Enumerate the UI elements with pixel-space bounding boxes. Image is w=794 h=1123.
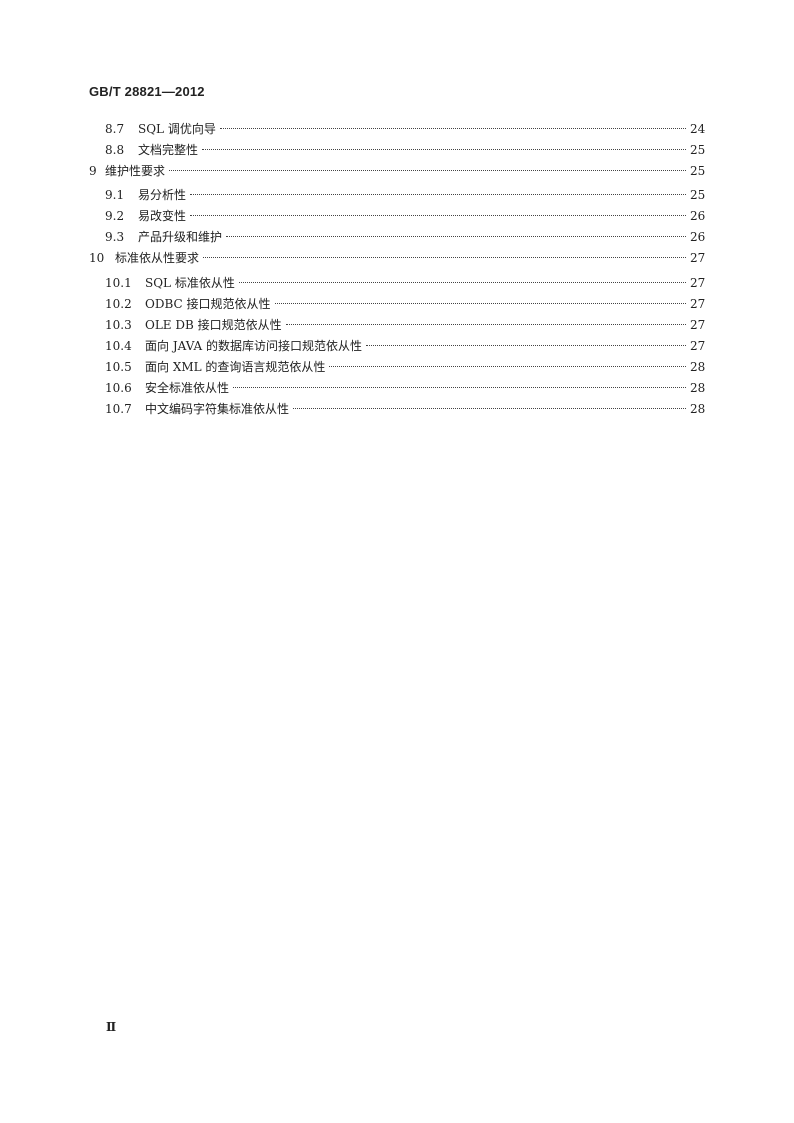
toc-entry-page: 27	[690, 318, 706, 332]
toc-entry-page: 25	[690, 164, 706, 178]
toc-entry[interactable]: 8.7 SQL 调优向导 24	[105, 121, 706, 137]
toc-entry-number: 10	[89, 251, 105, 265]
toc-entry[interactable]: 10.2 ODBC 接口规范依从性 27	[105, 296, 706, 312]
standard-code-header: GB/T 28821—2012	[89, 84, 205, 99]
toc-entry-page: 27	[690, 251, 706, 265]
dot-leader	[190, 215, 686, 216]
toc-entry-number: 10.5	[105, 360, 132, 374]
toc-entry[interactable]: 10.3 OLE DB 接口规范依从性 27	[105, 317, 706, 333]
dot-leader	[203, 257, 686, 258]
toc-entry-title: OLE DB 接口规范依从性	[145, 318, 282, 332]
toc-entry-title: SQL 调优向导	[138, 122, 216, 136]
toc-entry-title: 面向 XML 的查询语言规范依从性	[145, 360, 326, 374]
toc-entry-title: 中文编码字符集标准依从性	[145, 402, 290, 416]
toc-entry[interactable]: 10.5 面向 XML 的查询语言规范依从性 28	[105, 359, 706, 375]
toc-entry[interactable]: 9 维护性要求 25	[89, 163, 706, 179]
dot-leader	[293, 408, 686, 409]
dot-leader	[238, 282, 686, 283]
toc-entry-title: 易分析性	[138, 188, 187, 202]
toc-entry[interactable]: 9.1 易分析性 25	[105, 187, 706, 203]
toc-entry[interactable]: 10.6 安全标准依从性 28	[105, 380, 706, 396]
toc-entry-number: 10.7	[105, 402, 132, 416]
toc-entry[interactable]: 10.4 面向 JAVA 的数据库访问接口规范依从性 27	[105, 338, 706, 354]
dot-leader	[190, 194, 686, 195]
toc-entry-page: 27	[690, 339, 706, 353]
toc-entry-title: 产品升级和维护	[138, 230, 223, 244]
toc-entry-number: 9	[89, 164, 97, 178]
toc-entry-number: 8.7	[105, 122, 125, 136]
dot-leader	[285, 324, 686, 325]
toc-entry-page: 26	[690, 209, 706, 223]
dot-leader	[219, 128, 686, 129]
toc-entry[interactable]: 9.3 产品升级和维护 26	[105, 229, 706, 245]
dot-leader	[329, 366, 686, 367]
toc-entry-title: 标准依从性要求	[115, 251, 200, 265]
toc-entry-page: 25	[690, 188, 706, 202]
toc-entry-title: 易改变性	[138, 209, 187, 223]
toc-entry[interactable]: 8.8 文档完整性 25	[105, 142, 706, 158]
dot-leader	[226, 236, 686, 237]
toc-entry-title: 安全标准依从性	[145, 381, 230, 395]
toc-entry-number: 10.4	[105, 339, 132, 353]
toc-entry-page: 24	[690, 122, 706, 136]
toc-entry-page: 27	[690, 297, 706, 311]
toc-entry[interactable]: 10.7 中文编码字符集标准依从性 28	[105, 401, 706, 417]
page-number: Ⅱ	[106, 1020, 117, 1034]
toc-entry-title: 维护性要求	[105, 164, 166, 178]
toc-entry-number: 9.1	[105, 188, 125, 202]
dot-leader	[169, 170, 686, 171]
toc-entry-title: 文档完整性	[138, 143, 199, 157]
toc-entry-title: ODBC 接口规范依从性	[145, 297, 271, 311]
toc-entry-number: 9.3	[105, 230, 125, 244]
toc-entry-page: 27	[690, 276, 706, 290]
toc-entry-number: 10.3	[105, 318, 132, 332]
toc-entry-page: 26	[690, 230, 706, 244]
toc-entry-page: 28	[690, 402, 706, 416]
dot-leader	[366, 345, 686, 346]
toc-entry-number: 9.2	[105, 209, 125, 223]
dot-leader	[274, 303, 686, 304]
dot-leader	[233, 387, 686, 388]
toc-entry-page: 28	[690, 360, 706, 374]
toc-entry-page: 28	[690, 381, 706, 395]
toc-entry-number: 10.1	[105, 276, 132, 290]
toc-entry-number: 10.2	[105, 297, 132, 311]
toc-entry[interactable]: 10.1 SQL 标准依从性 27	[105, 275, 706, 291]
dot-leader	[202, 149, 686, 150]
toc-entry-number: 8.8	[105, 143, 125, 157]
toc-entry-title: 面向 JAVA 的数据库访问接口规范依从性	[145, 339, 363, 353]
toc-entry-number: 10.6	[105, 381, 132, 395]
toc-entry[interactable]: 10 标准依从性要求 27	[89, 250, 706, 266]
toc-entry[interactable]: 9.2 易改变性 26	[105, 208, 706, 224]
toc-entry-title: SQL 标准依从性	[145, 276, 235, 290]
toc-entry-page: 25	[690, 143, 706, 157]
